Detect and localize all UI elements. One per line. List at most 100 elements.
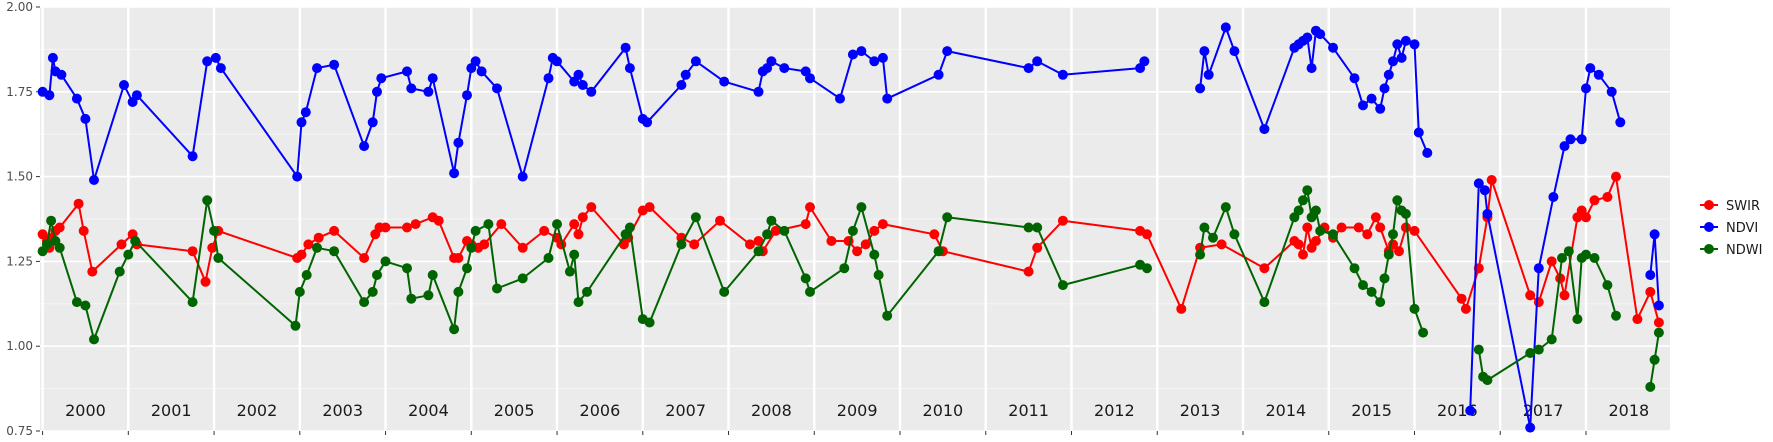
data-point (835, 93, 845, 104)
data-point (1220, 22, 1231, 33)
data-point (1479, 185, 1490, 196)
data-point (329, 246, 340, 257)
legend-item-ndvi: NDVI (1700, 221, 1758, 236)
data-point (116, 239, 127, 250)
data-point (1366, 286, 1377, 297)
data-point (462, 90, 472, 101)
data-point (312, 242, 322, 253)
data-point (380, 256, 391, 267)
data-point (296, 249, 307, 260)
data-point (423, 290, 434, 301)
data-point (1409, 225, 1420, 236)
legend-label: NDVI (1726, 221, 1758, 236)
year-label: 2017 (1523, 401, 1564, 420)
data-point (1310, 205, 1321, 216)
data-point (1653, 327, 1664, 338)
data-point (1306, 63, 1317, 74)
data-point (1310, 236, 1321, 246)
data-point (569, 249, 580, 260)
data-point (517, 171, 528, 182)
data-point (1142, 229, 1152, 240)
data-point (187, 151, 198, 162)
year-label: 2015 (1351, 401, 1392, 420)
data-point (569, 219, 580, 230)
data-point (496, 219, 507, 230)
data-point (805, 73, 815, 84)
data-point (1259, 124, 1270, 135)
year-label: 2002 (237, 401, 278, 420)
data-point (1546, 334, 1557, 345)
data-point (1645, 381, 1656, 392)
data-point (1533, 263, 1544, 274)
data-point (1032, 56, 1043, 67)
y-tick-label: 2.00 (6, 0, 33, 14)
data-point (492, 83, 502, 94)
data-point (1349, 73, 1360, 84)
data-point (1565, 134, 1576, 145)
data-point (1559, 290, 1570, 301)
data-point (577, 80, 588, 90)
data-point (402, 263, 412, 274)
data-point (367, 286, 378, 297)
data-point (402, 66, 412, 77)
data-point (873, 270, 884, 280)
data-point (406, 83, 417, 94)
data-point (929, 229, 940, 240)
data-point (1593, 69, 1604, 80)
data-point (406, 293, 417, 304)
data-point (1328, 42, 1338, 53)
series-line (41, 199, 1148, 341)
data-point (1302, 185, 1313, 196)
data-point (715, 215, 725, 226)
data-point (805, 202, 815, 213)
data-point (449, 324, 460, 335)
data-point (800, 219, 811, 230)
data-point (586, 86, 597, 97)
data-point (1023, 63, 1034, 74)
data-point (1400, 35, 1411, 46)
data-point (1632, 314, 1643, 325)
data-point (41, 239, 52, 250)
y-tick-label: 1.75 (6, 85, 33, 99)
data-point (933, 69, 944, 80)
data-point (1486, 175, 1497, 185)
data-point (800, 273, 811, 284)
data-point (852, 246, 863, 257)
data-point (1375, 297, 1386, 308)
data-point (46, 215, 57, 226)
data-point (202, 56, 213, 67)
data-point (131, 90, 142, 101)
legend-label: NDWI (1726, 243, 1762, 258)
data-point (1606, 86, 1617, 97)
data-point (517, 242, 528, 253)
data-point (1032, 222, 1043, 233)
y-tick-label: 0.75 (6, 424, 33, 438)
data-point (689, 239, 700, 250)
data-point (1649, 229, 1660, 240)
data-point (89, 334, 99, 345)
data-point (753, 236, 764, 246)
data-point (1023, 222, 1034, 233)
data-point (1602, 192, 1613, 202)
data-point (1195, 83, 1206, 94)
data-point (753, 246, 764, 257)
data-point (449, 168, 460, 179)
data-point (123, 249, 134, 260)
data-point (745, 239, 755, 250)
legend-key-dot (1704, 200, 1714, 210)
data-point (1456, 293, 1467, 304)
year-label: 2000 (65, 401, 106, 420)
data-point (367, 117, 378, 128)
data-point (54, 222, 65, 233)
data-point (470, 225, 481, 236)
data-point (213, 253, 224, 263)
data-point (453, 253, 464, 263)
data-point (1199, 222, 1210, 233)
data-point (80, 113, 91, 124)
data-point (680, 69, 691, 80)
data-point (329, 59, 340, 70)
data-point (312, 63, 322, 74)
data-point (624, 222, 635, 233)
data-point (470, 56, 481, 67)
data-point (130, 236, 141, 246)
